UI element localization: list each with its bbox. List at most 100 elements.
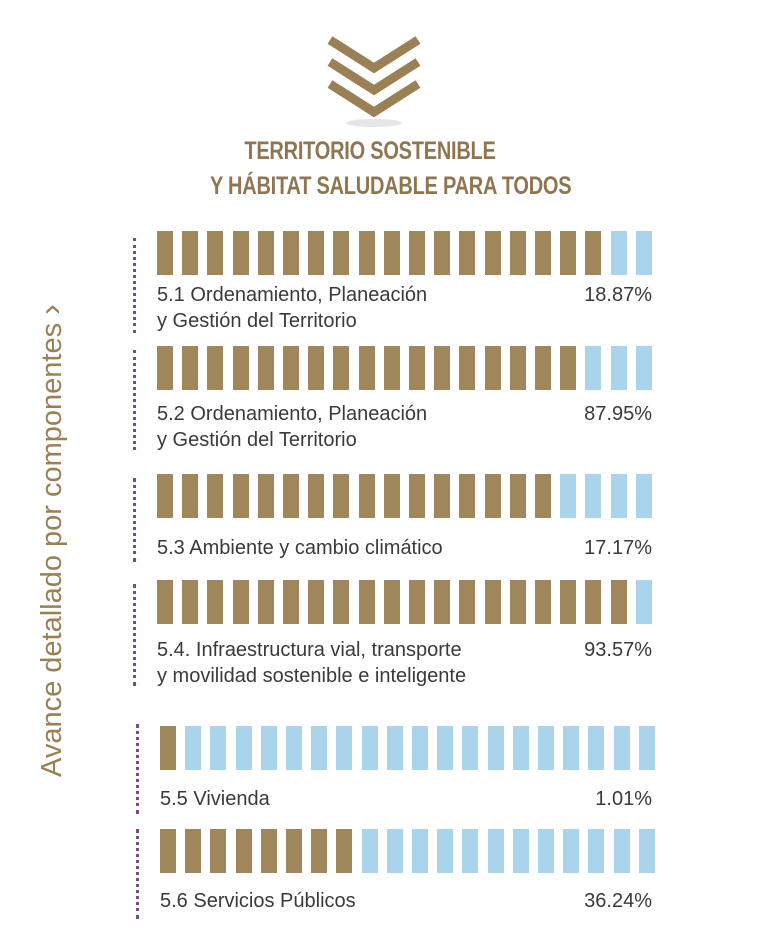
component-value-label: 87.95%: [584, 403, 652, 425]
bar-segment-filled: [207, 231, 224, 275]
bar-segment-filled: [283, 474, 299, 518]
bar-segment-filled: [560, 580, 577, 624]
bar-segment-filled: [509, 231, 526, 275]
bar-segment-filled: [333, 346, 350, 390]
bar-segment-filled: [484, 231, 501, 275]
bar-segment-empty: [610, 474, 627, 518]
bar-segment-empty: [185, 726, 202, 770]
bar-segment-filled: [257, 580, 274, 624]
bar-segment-empty: [588, 829, 605, 873]
bar-segment-filled: [232, 580, 249, 624]
component-label-line-2: y Gestión del Territorio: [157, 310, 357, 332]
bar-segment-filled: [434, 346, 451, 390]
bar-segment-filled: [409, 231, 425, 275]
dotted-divider: [136, 724, 139, 814]
bar-segment-empty: [638, 726, 655, 770]
bar-segment-filled: [283, 580, 299, 624]
segmented-progress-bar: [0, 829, 768, 873]
bar-segment-empty: [286, 726, 302, 770]
bar-segment-filled: [484, 580, 501, 624]
bar-segment-filled: [308, 580, 325, 624]
bar-segment-filled: [207, 580, 224, 624]
bar-segment-filled: [434, 474, 451, 518]
bar-segment-filled: [283, 231, 299, 275]
bar-segment-filled: [333, 474, 350, 518]
bar-segment-filled: [207, 346, 224, 390]
bar-segment-filled: [286, 829, 302, 873]
component-label-line-2: y movilidad sostenible e inteligente: [157, 665, 467, 687]
bar-segment-filled: [358, 580, 375, 624]
bar-segment-empty: [437, 829, 454, 873]
bar-segment-empty: [386, 726, 403, 770]
bar-segment-empty: [210, 726, 227, 770]
chevron-right-icon: ›: [32, 304, 68, 315]
bar-segment-filled: [182, 474, 199, 518]
bar-segment-filled: [509, 346, 526, 390]
bar-segment-filled: [157, 231, 173, 275]
title-line-2: Y HÁBITAT SALUDABLE PARA TODOS: [210, 172, 572, 200]
bar-segment-filled: [409, 580, 425, 624]
bar-segment-filled: [560, 231, 577, 275]
component-label-line-1: 5.6 Servicios Públicos: [160, 890, 356, 912]
bar-segment-filled: [157, 474, 173, 518]
bar-segment-filled: [308, 346, 325, 390]
bar-segment-filled: [157, 580, 173, 624]
bar-segment-filled: [358, 231, 375, 275]
bar-segment-filled: [409, 474, 425, 518]
title-line-1: TERRITORIO SOSTENIBLE: [244, 137, 496, 165]
bar-segment-empty: [610, 231, 627, 275]
dotted-divider: [133, 350, 136, 450]
bar-segment-filled: [358, 346, 375, 390]
bar-segment-empty: [613, 726, 630, 770]
bar-segment-empty: [512, 829, 529, 873]
bar-segment-filled: [459, 231, 476, 275]
bar-segment-empty: [412, 726, 428, 770]
bar-segment-filled: [333, 580, 350, 624]
bar-segment-filled: [358, 474, 375, 518]
bar-segment-empty: [563, 726, 580, 770]
bar-segment-filled: [585, 580, 602, 624]
segmented-progress-bar: [0, 231, 768, 275]
bar-segment-empty: [585, 474, 602, 518]
bar-segment-filled: [232, 231, 249, 275]
bar-segment-filled: [434, 580, 451, 624]
bar-segment-filled: [484, 346, 501, 390]
component-value-label: 93.57%: [584, 639, 652, 661]
side-label-text: Avance detallado por componentes: [36, 322, 68, 777]
dotted-divider: [133, 238, 136, 333]
bar-segment-filled: [509, 474, 526, 518]
bar-segment-filled: [207, 474, 224, 518]
bar-segment-filled: [535, 346, 551, 390]
bar-segment-filled: [535, 474, 551, 518]
bar-segment-filled: [232, 474, 249, 518]
bar-segment-filled: [182, 231, 199, 275]
bar-segment-filled: [257, 346, 274, 390]
bar-segment-filled: [535, 231, 551, 275]
bar-segment-filled: [311, 829, 328, 873]
bar-segment-empty: [538, 829, 554, 873]
component-label: 5.5 Vivienda: [160, 786, 270, 812]
bar-segment-filled: [459, 580, 476, 624]
bar-segment-empty: [462, 829, 479, 873]
component-label: 5.2 Ordenamiento, Planeación y Gestión de…: [157, 401, 427, 453]
dotted-divider: [133, 584, 136, 686]
bar-segment-filled: [383, 346, 400, 390]
bar-segment-filled: [185, 829, 202, 873]
bar-segment-filled: [585, 231, 602, 275]
component-label: 5.1 Ordenamiento, Planeación y Gestión de…: [157, 282, 427, 334]
bar-segment-empty: [437, 726, 454, 770]
bar-segment-empty: [588, 726, 605, 770]
bar-segment-empty: [361, 829, 378, 873]
bar-segment-filled: [308, 474, 325, 518]
bar-segment-filled: [333, 231, 350, 275]
bar-segment-empty: [560, 474, 577, 518]
page-title: TERRITORIO SOSTENIBLE Y HÁBITAT SALUDABL…: [210, 134, 572, 204]
component-value-label: 1.01%: [595, 788, 652, 810]
bar-segment-empty: [635, 580, 652, 624]
component-value-label: 18.87%: [584, 284, 652, 306]
bar-segment-empty: [260, 726, 277, 770]
bar-segment-filled: [434, 231, 451, 275]
bar-segment-empty: [386, 829, 403, 873]
bar-segment-empty: [487, 726, 504, 770]
bar-segment-empty: [638, 829, 655, 873]
